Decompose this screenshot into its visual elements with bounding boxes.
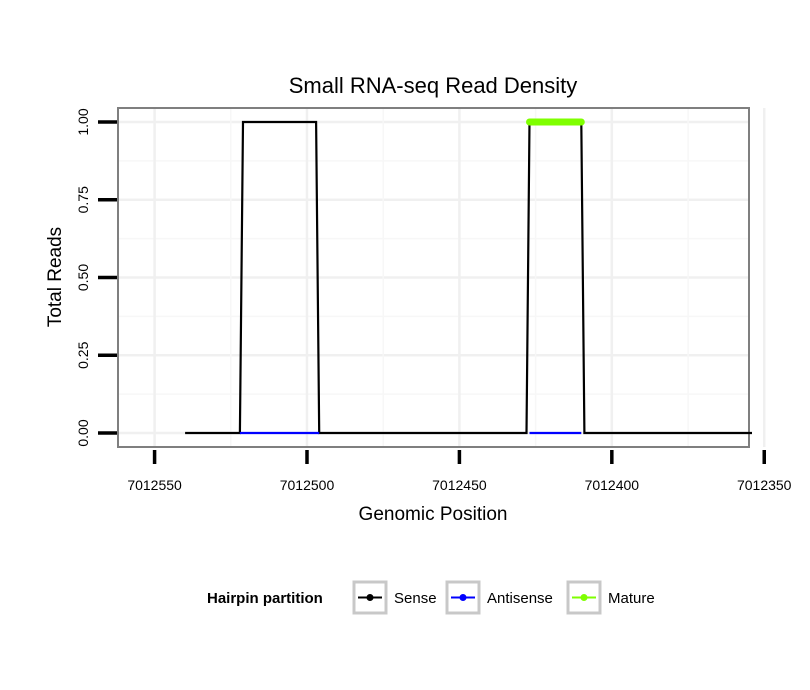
y-tick-label: 0.50 bbox=[75, 264, 91, 291]
legend-key-point bbox=[366, 594, 374, 601]
axes: 7012550 7012500 7012450 7012400 7012350 0.00 0… bbox=[75, 108, 792, 493]
legend-label: Mature bbox=[608, 590, 655, 607]
x-tick-label: 7012350 bbox=[737, 477, 792, 493]
legend-label: Antisense bbox=[487, 590, 553, 607]
legend-label: Sense bbox=[394, 590, 437, 607]
x-axis-title: Genomic Position bbox=[359, 504, 508, 525]
legend-key-point bbox=[580, 594, 588, 601]
x-tick-label: 7012500 bbox=[280, 477, 335, 493]
legend-key-point bbox=[459, 594, 467, 601]
grid bbox=[118, 108, 766, 447]
y-tick-label: 0.25 bbox=[75, 341, 91, 368]
x-tick-label: 7012550 bbox=[127, 477, 182, 493]
series-layer bbox=[185, 118, 752, 435]
x-tick-label: 7012450 bbox=[432, 477, 487, 493]
legend: Hairpin partition Sense Antisense Mature bbox=[207, 580, 655, 615]
legend-title: Hairpin partition bbox=[207, 590, 323, 607]
y-tick-label: 0.00 bbox=[75, 419, 91, 446]
plot-panel-border bbox=[117, 107, 750, 448]
y-tick-label: 1.00 bbox=[75, 108, 91, 135]
series-sense-line bbox=[185, 120, 752, 435]
y-axis-title: Total Reads bbox=[45, 227, 66, 327]
x-tick-label: 7012400 bbox=[585, 477, 640, 493]
y-tick-label: 0.75 bbox=[75, 186, 91, 213]
chart-title: Small RNA-seq Read Density bbox=[289, 73, 578, 98]
